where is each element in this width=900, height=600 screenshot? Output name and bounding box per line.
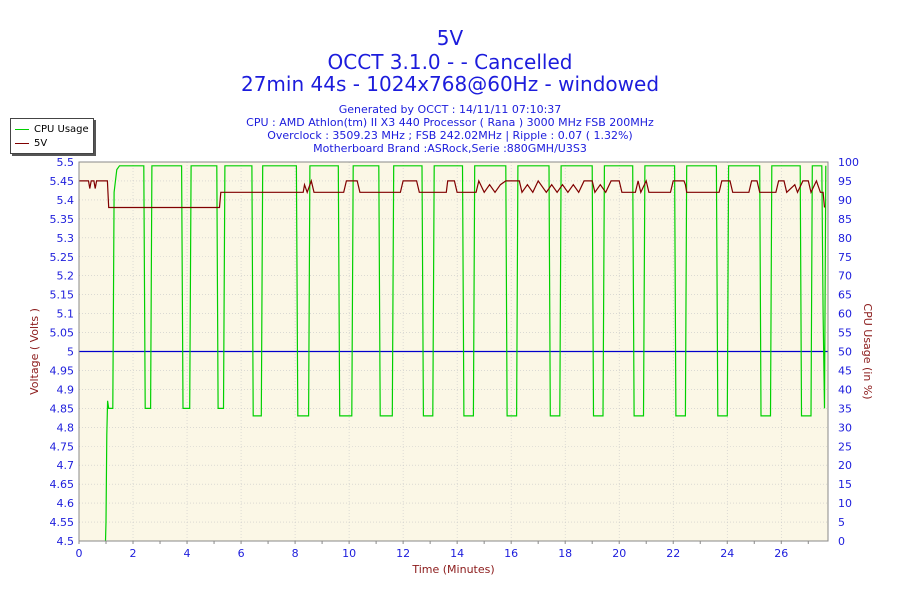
axis-ticks: 4.5 4.55 4.6 4.65 4.7 4.75 4.8 4.85 4.9 4.95 5 5.05… <box>50 156 860 560</box>
x-tick-label: 14 <box>450 547 464 560</box>
x-tick-label: 22 <box>666 547 680 560</box>
x-tick-label: 4 <box>184 547 191 560</box>
chart-subtitle-duration: 27min 44s - 1024x768@60Hz - windowed <box>240 72 660 96</box>
y2-axis-label: CPU Usage (in %) <box>861 303 874 399</box>
series-layer <box>79 165 828 542</box>
x-tick-label: 10 <box>342 547 356 560</box>
y-tick-label: 4.5 <box>57 535 75 548</box>
y-tick-label: 5.3 <box>57 232 75 245</box>
y-tick-label: 4.95 <box>50 364 75 377</box>
legend-swatch-5v <box>15 142 29 144</box>
y2-tick-label: 75 <box>838 251 852 264</box>
y2-tick-label: 80 <box>838 232 852 245</box>
y-tick-label: 4.55 <box>50 516 75 529</box>
y2-tick-label: 10 <box>838 497 852 510</box>
x-tick-label: 16 <box>504 547 518 560</box>
y-tick-label: 5.4 <box>57 194 75 207</box>
y2-tick-label: 100 <box>838 156 859 169</box>
y-tick-label: 5.15 <box>50 289 75 302</box>
y2-tick-label: 70 <box>838 270 852 283</box>
y-tick-label: 5.35 <box>50 213 75 226</box>
chart-subtitle-test: OCCT 3.1.0 - - Cancelled <box>327 50 573 74</box>
y2-tick-label: 50 <box>838 346 852 359</box>
y-tick-label: 4.6 <box>57 497 75 510</box>
y-tick-label: 4.8 <box>57 421 75 434</box>
y-tick-label: 5.45 <box>50 175 75 188</box>
series-line-5v <box>79 178 826 209</box>
info-cpu: CPU : AMD Athlon(tm) II X3 440 Processor… <box>246 116 654 129</box>
x-tick-label: 24 <box>720 547 734 560</box>
info-overclock: Overclock : 3509.23 MHz ; FSB 242.02MHz … <box>267 129 633 142</box>
y-tick-label: 4.9 <box>57 383 75 396</box>
y2-tick-label: 15 <box>838 478 852 491</box>
y2-tick-label: 0 <box>838 535 845 548</box>
x-tick-label: 8 <box>292 547 299 560</box>
plot-frame <box>78 161 829 542</box>
y2-tick-label: 20 <box>838 459 852 472</box>
series-line-cpu-usage <box>104 165 827 542</box>
y-tick-label: 4.75 <box>50 440 75 453</box>
y2-tick-label: 25 <box>838 440 852 453</box>
legend-swatch-cpu-usage <box>15 128 29 130</box>
x-tick-label: 18 <box>558 547 572 560</box>
y2-tick-label: 55 <box>838 327 852 340</box>
y2-tick-label: 5 <box>838 516 845 529</box>
legend-label-cpu-usage: CPU Usage <box>34 123 89 135</box>
chart-title: 5V <box>436 26 464 50</box>
info-generated: Generated by OCCT : 14/11/11 07:10:37 <box>338 103 562 116</box>
y-tick-label: 4.85 <box>50 402 75 415</box>
y2-tick-label: 30 <box>838 421 852 434</box>
y-tick-label: 5.1 <box>57 308 75 321</box>
legend-item-cpu-usage: CPU Usage <box>15 122 89 136</box>
y-tick-label: 5 <box>67 346 74 359</box>
y2-tick-label: 35 <box>838 402 852 415</box>
info-motherboard: Motherboard Brand :ASRock,Serie :880GMH/… <box>313 142 587 155</box>
y-tick-label: 4.7 <box>57 459 75 472</box>
y2-tick-label: 90 <box>838 194 852 207</box>
y2-tick-label: 85 <box>838 213 852 226</box>
y2-tick-label: 65 <box>838 289 852 302</box>
legend-label-5v: 5V <box>34 137 48 149</box>
x-tick-label: 0 <box>76 547 83 560</box>
x-tick-label: 20 <box>612 547 626 560</box>
x-axis-label: Time (Minutes) <box>411 563 494 576</box>
y2-tick-label: 95 <box>838 175 852 188</box>
x-tick-label: 2 <box>130 547 137 560</box>
y-tick-label: 5.05 <box>50 327 75 340</box>
y2-tick-label: 40 <box>838 383 852 396</box>
x-tick-label: 6 <box>238 547 245 560</box>
y-tick-label: 5.5 <box>57 156 75 169</box>
y-tick-label: 4.65 <box>50 478 75 491</box>
y-axis-label: Voltage ( Volts ) <box>28 308 41 395</box>
legend: CPU Usage 5V <box>10 118 94 154</box>
x-tick-label: 26 <box>774 547 788 560</box>
y-tick-label: 5.25 <box>50 251 75 264</box>
grid-lines <box>78 161 828 542</box>
y2-tick-label: 60 <box>838 308 852 321</box>
x-tick-label: 12 <box>396 547 410 560</box>
legend-item-5v: 5V <box>15 136 47 150</box>
y-tick-label: 5.2 <box>57 270 75 283</box>
y2-tick-label: 45 <box>838 364 852 377</box>
